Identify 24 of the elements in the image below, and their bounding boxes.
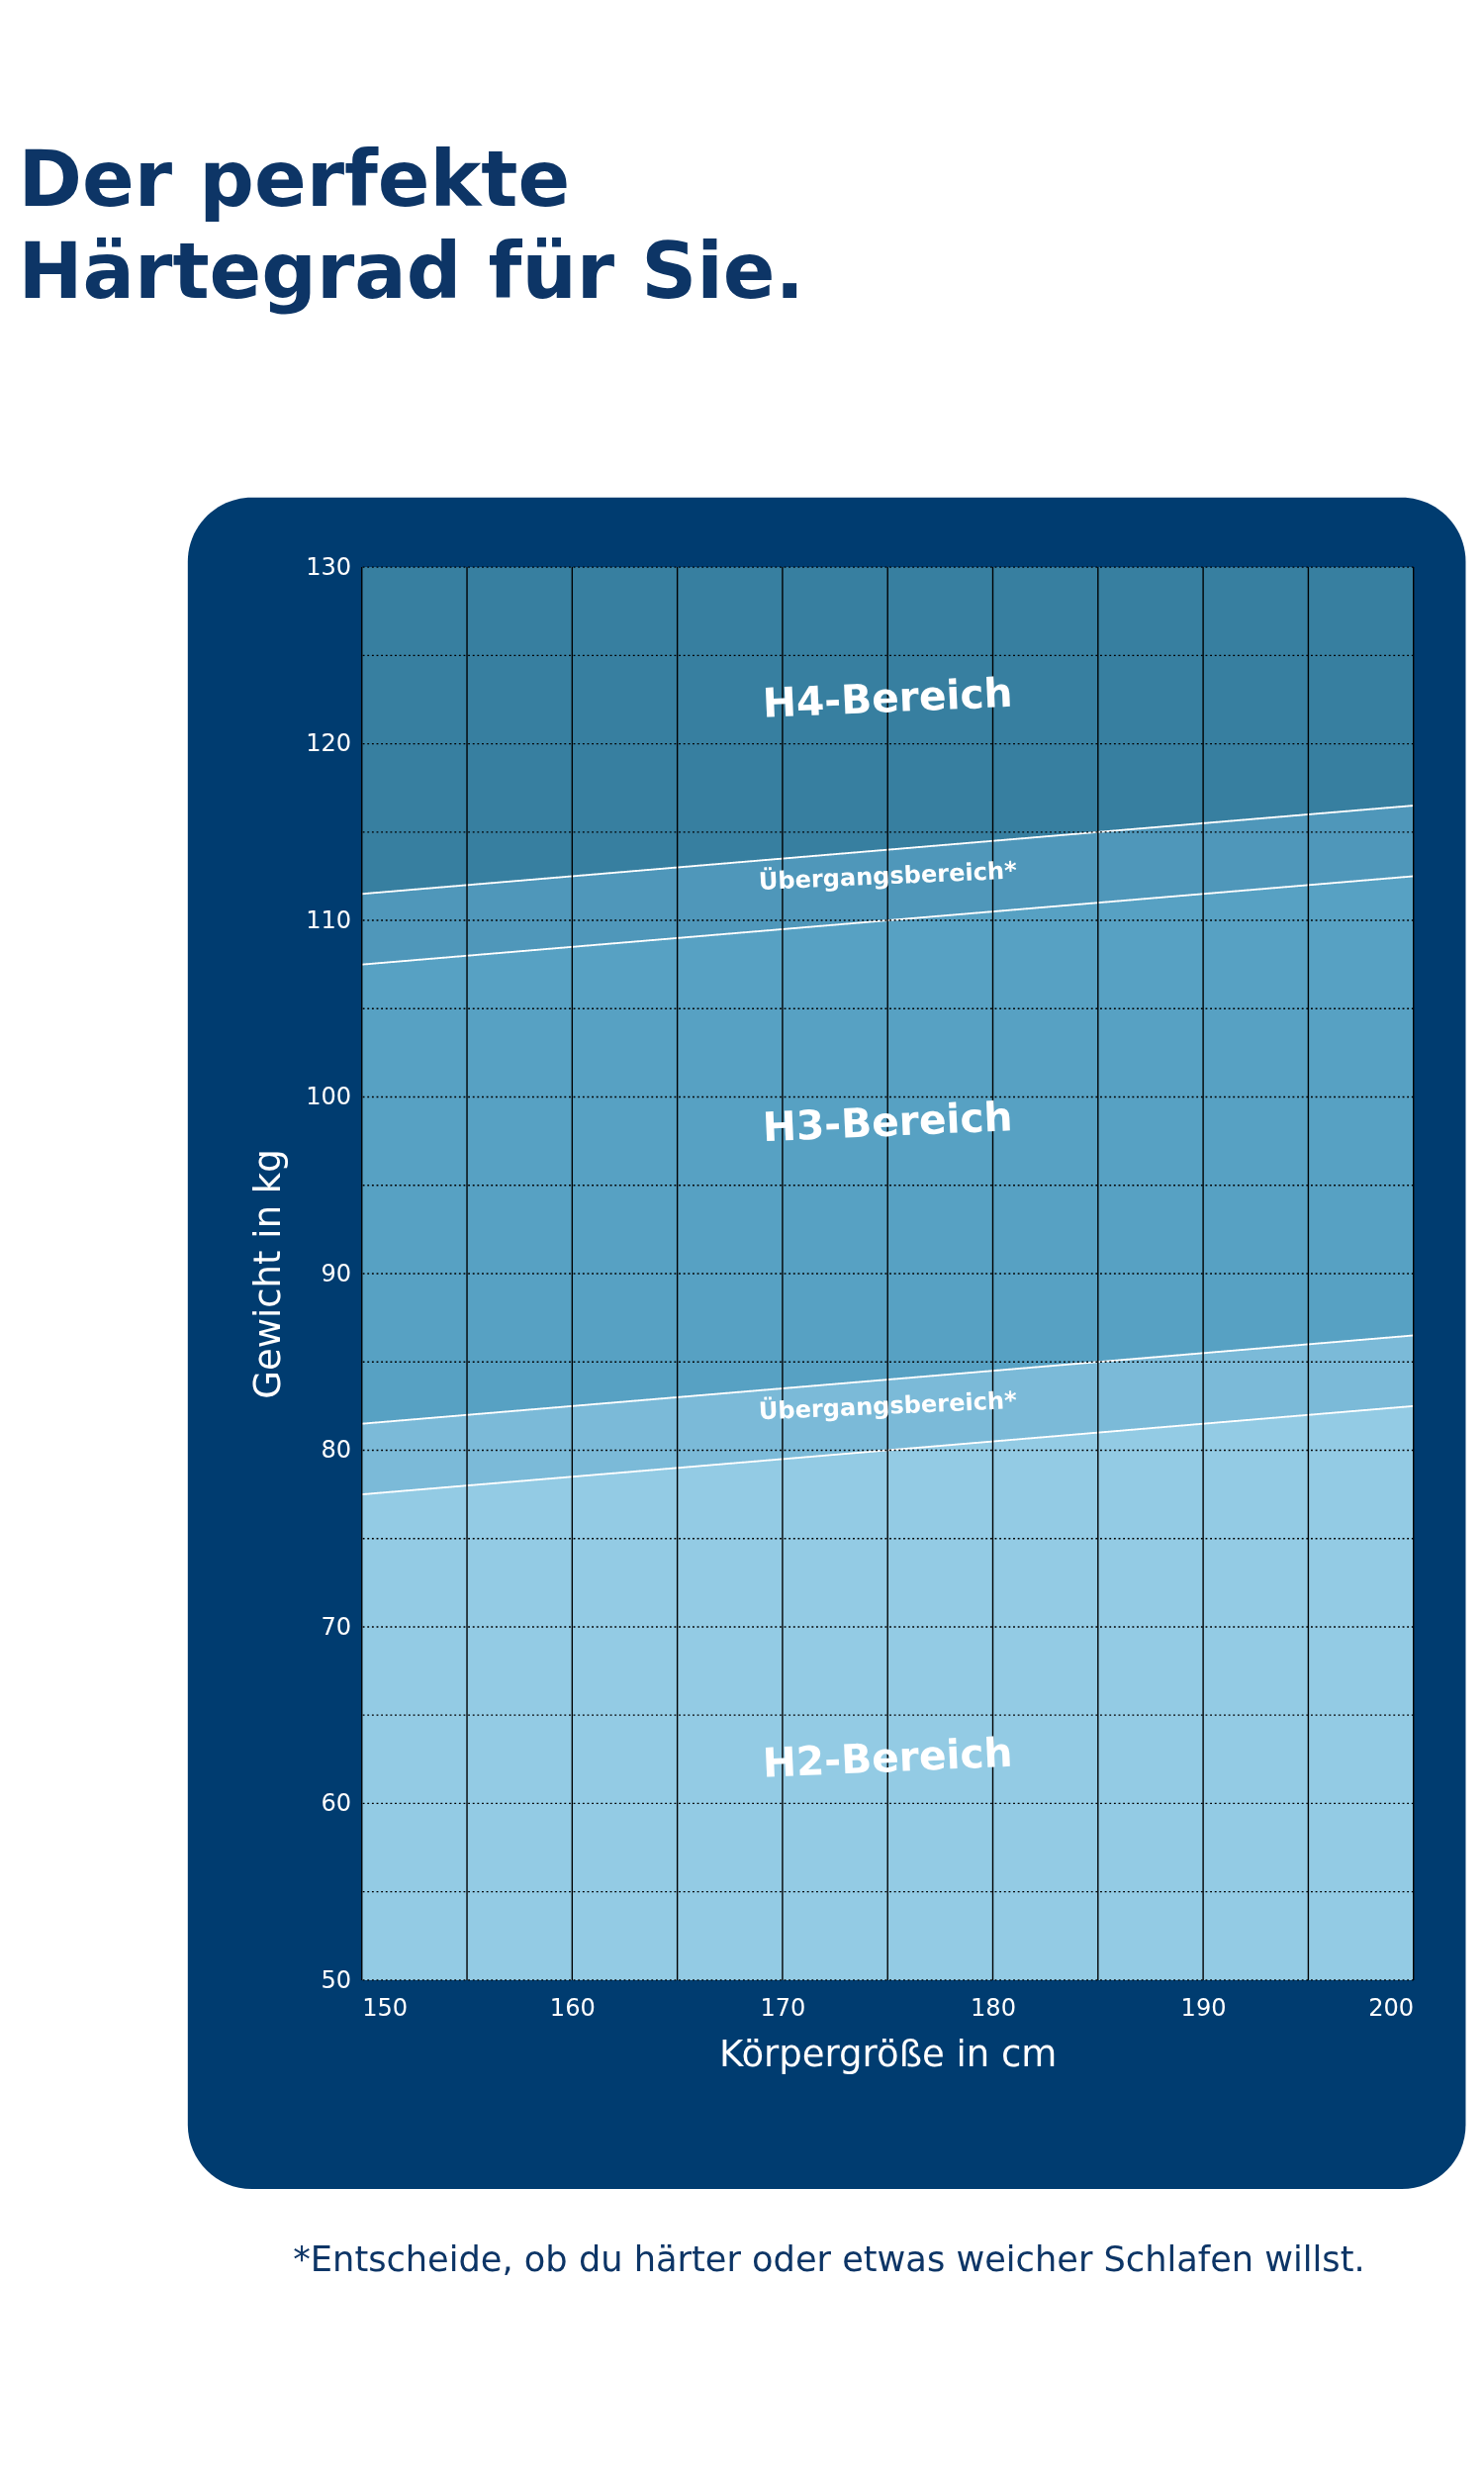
x-tick-label: 170 xyxy=(760,1994,806,2023)
annotation: H4-Bereich xyxy=(761,668,1014,727)
x-tick-label: 200 xyxy=(1368,1994,1415,2023)
text: *Entscheide, ob du härter oder etwas weicher Schlafen willst. xyxy=(293,2238,1365,2280)
x-tick-label: 180 xyxy=(971,1994,1016,2023)
y-tick-label: 110 xyxy=(306,905,352,934)
y-tick-label: 70 xyxy=(321,1612,352,1641)
annotation: H3-Bereich xyxy=(761,1093,1014,1152)
x-tick-label: 190 xyxy=(1180,1994,1227,2023)
y-tick-label: 80 xyxy=(321,1436,352,1465)
y-tick-label: 100 xyxy=(306,1083,352,1111)
annotation: Übergangsbereich* xyxy=(758,1383,1018,1426)
annotation: H2-Bereich xyxy=(761,1728,1014,1787)
annotation: Übergangsbereich* xyxy=(758,854,1018,896)
y-tick-label: 130 xyxy=(306,552,352,581)
chart-title: Der perfekte Härtegrad für Sie. xyxy=(18,135,805,316)
y-axis-title: Gewicht in kg xyxy=(246,1149,290,1399)
x-axis-title: Körpergröße in cm xyxy=(718,2033,1058,2076)
x-tick-label: 150 xyxy=(362,1994,409,2023)
x-tick-label: 160 xyxy=(549,1994,596,2023)
y-tick-label: 50 xyxy=(321,1965,352,1994)
y-tick-label: 60 xyxy=(321,1789,352,1818)
y-tick-label: 120 xyxy=(306,729,352,758)
y-tick-label: 90 xyxy=(321,1259,352,1287)
